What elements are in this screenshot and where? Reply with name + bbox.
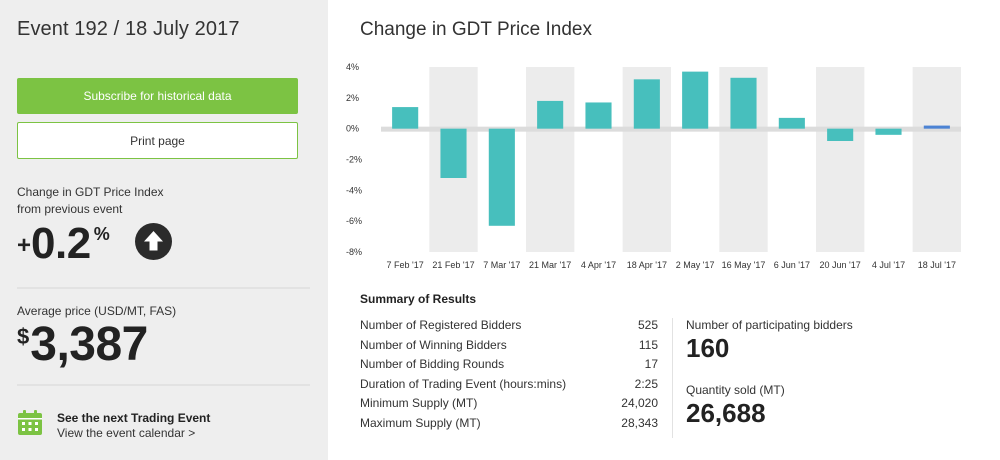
y-tick-label: 0% <box>346 124 359 134</box>
divider <box>17 287 310 289</box>
change-number: 0.2 <box>31 219 91 268</box>
summary-row: Duration of Trading Event (hours:mins) 2:… <box>360 376 658 396</box>
average-price-label: Average price (USD/MT, FAS) <box>17 304 177 318</box>
event-calendar-link[interactable]: View the event calendar > <box>57 426 196 440</box>
summary-row-label: Minimum Supply (MT) <box>360 396 478 411</box>
chart-bar <box>633 79 660 129</box>
x-tick-label: 4 Apr '17 <box>581 260 616 270</box>
event-title: Event 192 / 18 July 2017 <box>17 18 240 40</box>
summary-row-value: 17 <box>644 357 658 372</box>
summary-row-label: Number of Registered Bidders <box>360 318 522 332</box>
summary-row-value: 24,020 <box>621 396 658 411</box>
y-tick-label: -2% <box>346 155 362 165</box>
chart-bar <box>923 125 950 129</box>
average-price-value: $ 3,387 <box>17 318 148 372</box>
x-tick-label: 21 Mar '17 <box>529 260 571 270</box>
chart-bar <box>537 100 564 129</box>
x-tick-label: 16 May '17 <box>722 260 766 270</box>
chart-bar <box>488 128 515 226</box>
summary-table: Number of Registered Bidders 525 Number of… <box>360 317 658 435</box>
summary-row: Maximum Supply (MT) 28,343 <box>360 415 658 435</box>
summary-title: Summary of Results <box>360 292 477 306</box>
y-tick-label: 2% <box>346 93 359 103</box>
x-tick-label: 18 Apr '17 <box>627 260 667 270</box>
chart-bar <box>585 102 612 129</box>
x-tick-label: 4 Jul '17 <box>872 260 905 270</box>
chart-bar <box>875 128 902 135</box>
sidebar: Event 192 / 18 July 2017 Subscribe for h… <box>0 0 328 460</box>
chart-zero-band <box>381 126 961 132</box>
chart-bar <box>778 117 805 129</box>
summary-row-label: Maximum Supply (MT) <box>360 415 481 430</box>
summary-row-label: Number of Winning Bidders <box>360 337 507 352</box>
chart-bar <box>730 77 757 129</box>
summary-row: Minimum Supply (MT) 24,020 <box>360 395 658 415</box>
change-sign: + <box>17 232 32 259</box>
y-tick-label: -4% <box>346 185 362 195</box>
arrow-up-circle-icon <box>135 223 172 260</box>
next-event-title: See the next Trading Event <box>57 411 211 425</box>
summary-row-value: 115 <box>638 337 658 352</box>
quantity-sold-label: Quantity sold (MT) <box>686 383 785 397</box>
divider <box>17 384 310 386</box>
chart-bar <box>827 128 854 141</box>
participating-bidders-label: Number of participating bidders <box>686 318 853 332</box>
summary-row: Number of Registered Bidders 525 <box>360 317 658 337</box>
summary-row: Number of Bidding Rounds 17 <box>360 356 658 376</box>
x-tick-label: 7 Feb '17 <box>387 260 424 270</box>
chart-stripe <box>526 67 575 252</box>
calendar-icon[interactable] <box>17 410 43 436</box>
print-button[interactable]: Print page <box>17 122 298 159</box>
y-tick-label: -8% <box>346 247 362 257</box>
y-tick-label: 4% <box>346 62 359 72</box>
y-tick-label: -6% <box>346 216 362 226</box>
chart-title: Change in GDT Price Index <box>360 19 592 40</box>
summary-row: Number of Winning Bidders 115 <box>360 337 658 357</box>
x-tick-label: 2 May '17 <box>676 260 715 270</box>
change-label-line1: Change in GDT Price Index <box>17 185 164 199</box>
chart-bar <box>392 107 419 129</box>
participating-bidders-value: 160 <box>686 333 730 363</box>
summary-row-label: Duration of Trading Event (hours:mins) <box>360 376 567 391</box>
subscribe-button[interactable]: Subscribe for historical data <box>17 78 298 114</box>
x-tick-label: 6 Jun '17 <box>774 260 810 270</box>
change-unit: % <box>93 224 110 244</box>
change-value: + 0.2 % <box>17 222 110 266</box>
summary-row-value: 28,343 <box>621 415 658 430</box>
quantity-sold-value: 26,688 <box>686 398 766 428</box>
change-label: Change in GDT Price Index from previous … <box>17 184 217 218</box>
divider <box>672 318 673 438</box>
x-tick-label: 7 Mar '17 <box>483 260 520 270</box>
currency-symbol: $ <box>17 324 30 349</box>
chart-stripe <box>816 67 865 252</box>
summary-row-value: 2:25 <box>634 376 658 391</box>
gdt-price-index-chart: -8% -6% -4% -2% 0% 2% 4% 7 Feb '17 21 Feb '17 7 M… <box>346 62 961 270</box>
x-tick-label: 21 Feb '17 <box>432 260 474 270</box>
change-label-line2: from previous event <box>17 202 123 216</box>
chart-stripe <box>912 67 961 252</box>
x-tick-label: 20 Jun '17 <box>820 260 861 270</box>
summary-row-value: 525 <box>637 318 658 332</box>
x-tick-label: 18 Jul '17 <box>918 260 956 270</box>
average-price-number: 3,387 <box>30 318 148 371</box>
chart-bar <box>682 71 709 129</box>
summary-row-label: Number of Bidding Rounds <box>360 357 505 372</box>
chart-bar <box>440 128 467 178</box>
